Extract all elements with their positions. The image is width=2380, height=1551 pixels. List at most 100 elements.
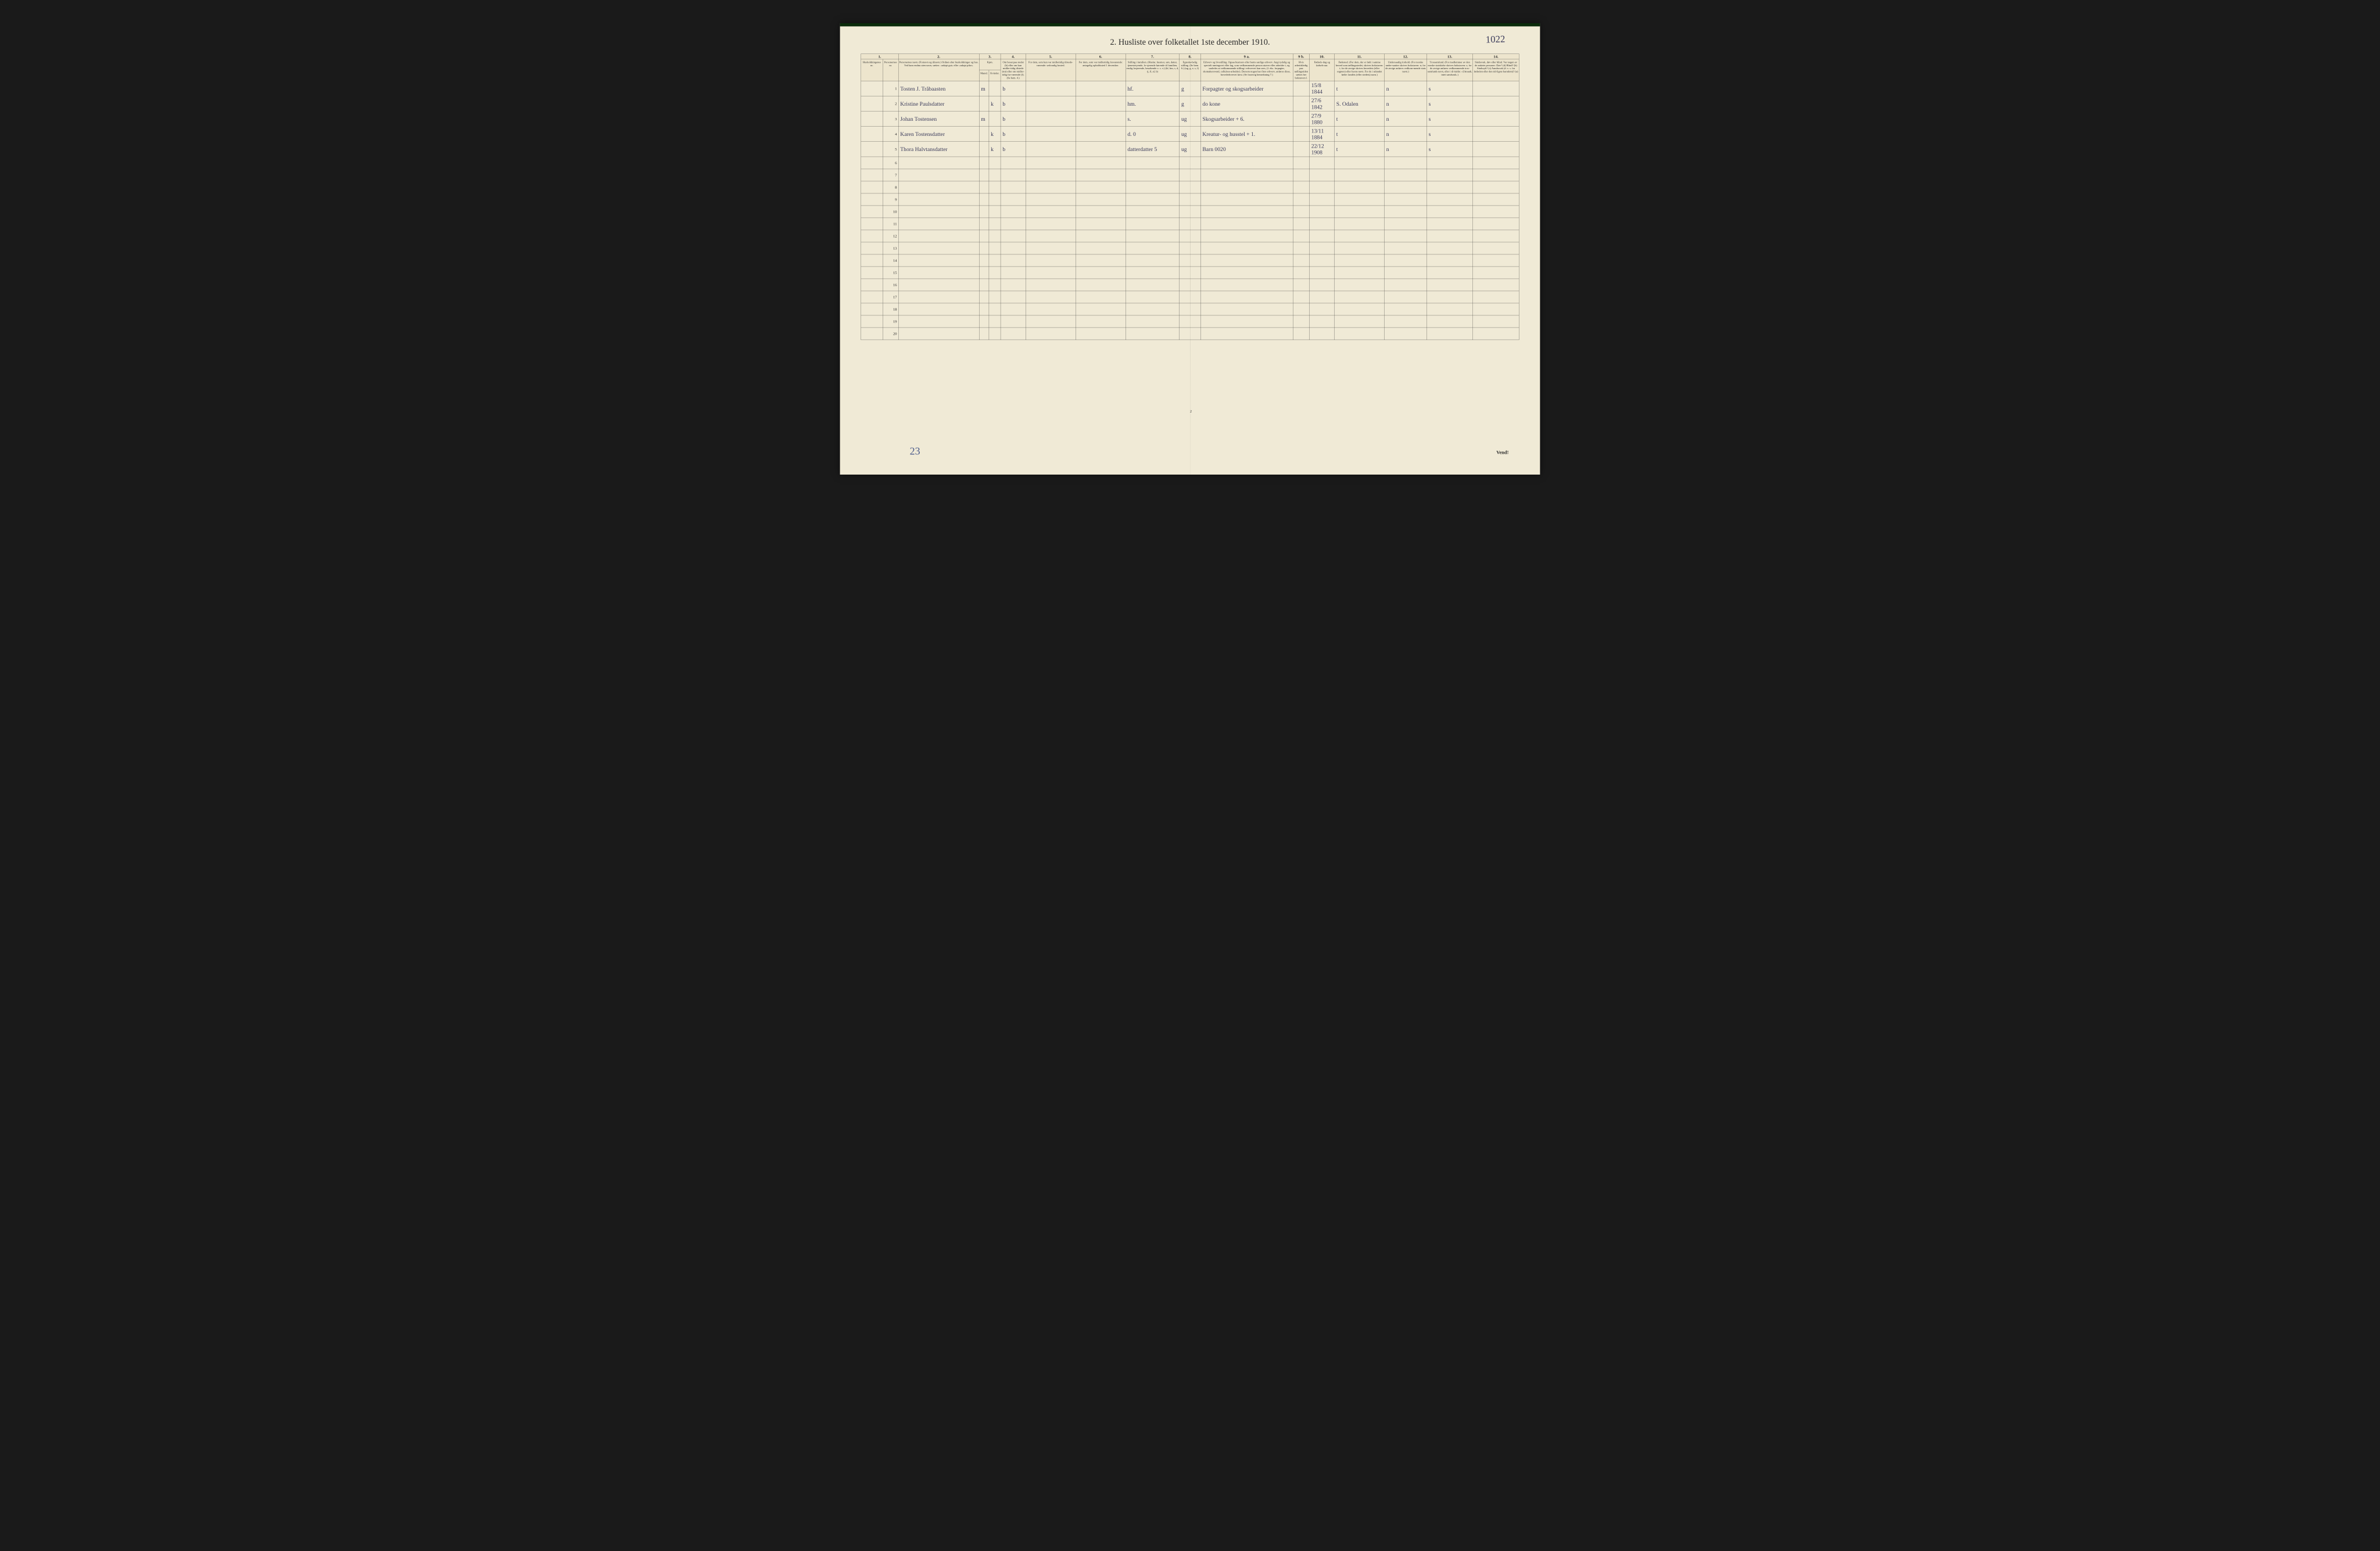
cell: [861, 142, 883, 157]
cell: [1001, 157, 1026, 169]
colnum-12: 12.: [1385, 54, 1427, 59]
cell: [1200, 254, 1293, 267]
cell: [1473, 230, 1519, 242]
cell: [1026, 193, 1076, 206]
cell: [1335, 254, 1385, 267]
cell: Johan Tostensen: [898, 112, 979, 127]
cell: [1473, 169, 1519, 181]
cell: [1293, 279, 1310, 291]
cell: 20: [883, 328, 898, 340]
cell: [1473, 254, 1519, 267]
cell: [1293, 328, 1310, 340]
cell: [1473, 267, 1519, 279]
cell: [1385, 230, 1427, 242]
cell: [1001, 181, 1026, 193]
cell: [1385, 279, 1427, 291]
cell: [1126, 315, 1180, 328]
vend-label: Vend!: [1496, 450, 1508, 455]
cell: [1076, 230, 1126, 242]
cell: [1076, 254, 1126, 267]
cell: [861, 254, 883, 267]
cell: 13: [883, 242, 898, 254]
cell: [1473, 112, 1519, 127]
cell: [989, 206, 1001, 218]
handwritten-bottom-left: 23: [910, 445, 920, 457]
cell: [1126, 169, 1180, 181]
cell: [1310, 328, 1335, 340]
colnum-2: 2.: [898, 54, 979, 59]
cell: [1310, 279, 1335, 291]
cell: [861, 193, 883, 206]
cell: Barn 0020: [1200, 142, 1293, 157]
cell: [1385, 206, 1427, 218]
cell: [989, 303, 1001, 315]
cell: [1426, 242, 1472, 254]
cell: [989, 242, 1001, 254]
hdr-sex: Kjøn.: [979, 59, 1001, 70]
cell: d. 0: [1126, 127, 1180, 142]
cell: [861, 127, 883, 142]
cell: [1335, 315, 1385, 328]
cell: Kristine Paulsdatter: [898, 96, 979, 112]
cell: b: [1001, 142, 1026, 157]
cell: s: [1426, 112, 1472, 127]
cell: [1200, 242, 1293, 254]
cell: 13/11 1884: [1310, 127, 1335, 142]
colnum-10: 10.: [1310, 54, 1335, 59]
cell: [1026, 328, 1076, 340]
cell: [1335, 218, 1385, 230]
cell: [1310, 303, 1335, 315]
cell: [898, 193, 979, 206]
colnum-7: 7.: [1126, 54, 1180, 59]
cell: [1310, 254, 1335, 267]
cell: [1426, 230, 1472, 242]
cell: b: [1001, 127, 1026, 142]
cell: [1126, 218, 1180, 230]
cell: s: [1426, 81, 1472, 96]
cell: [1335, 328, 1385, 340]
cell: [1426, 303, 1472, 315]
cell: [1126, 291, 1180, 303]
cell: [861, 218, 883, 230]
hdr-male: Mænd.: [979, 70, 989, 81]
cell: [898, 181, 979, 193]
cell: [1385, 267, 1427, 279]
census-page: 1022 2. Husliste over folketallet 1ste d…: [840, 23, 1540, 475]
cell: [1385, 218, 1427, 230]
cell: 2: [883, 96, 898, 112]
cell: [1293, 193, 1310, 206]
cell: [1076, 169, 1126, 181]
cell: [989, 169, 1001, 181]
cell: [898, 230, 979, 242]
cell: [989, 315, 1001, 328]
cell: [1200, 181, 1293, 193]
cell: [1126, 303, 1180, 315]
cell: k: [989, 142, 1001, 157]
colnum-14: 14.: [1473, 54, 1519, 59]
cell: [1293, 157, 1310, 169]
colnum-13: 13.: [1426, 54, 1472, 59]
cell: 19: [883, 315, 898, 328]
cell: [989, 254, 1001, 267]
cell: [979, 96, 989, 112]
hdr-temp-absent: For dem, som var midlertidig fraværende:…: [1076, 59, 1126, 81]
cell: [1293, 267, 1310, 279]
cell: [1473, 279, 1519, 291]
cell: [1385, 315, 1427, 328]
cell: [1293, 181, 1310, 193]
cell: [1293, 230, 1310, 242]
cell: [1126, 328, 1180, 340]
cell: [979, 267, 989, 279]
cell: [1426, 279, 1472, 291]
cell: [1001, 267, 1026, 279]
colnum-9a: 9 a.: [1200, 54, 1293, 59]
cell: [979, 206, 989, 218]
cell: [1293, 127, 1310, 142]
cell: [1310, 230, 1335, 242]
cell: [1126, 254, 1180, 267]
cell: [1200, 169, 1293, 181]
cell: [1076, 181, 1126, 193]
cell: 6: [883, 157, 898, 169]
cell: [1026, 127, 1076, 142]
hdr-birthdate: Fødsels-dag og fødsels-aar.: [1310, 59, 1335, 81]
